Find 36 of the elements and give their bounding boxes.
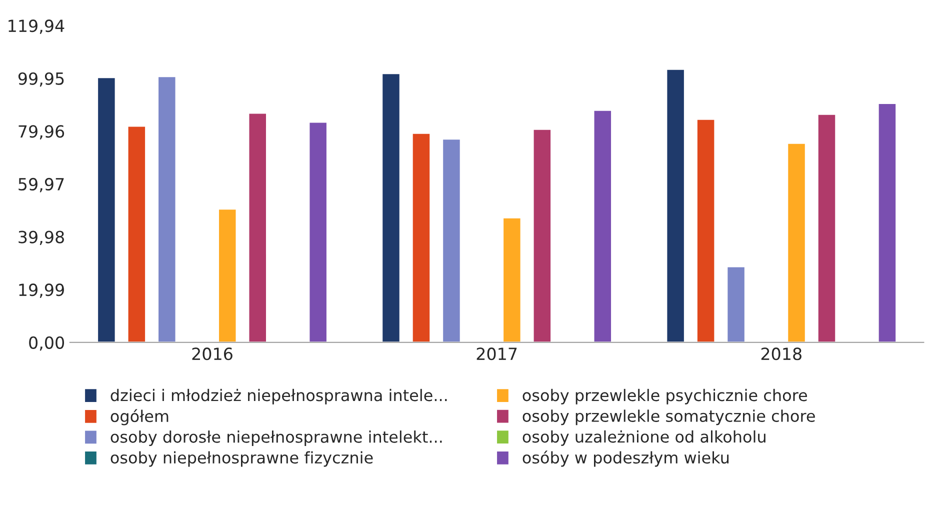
legend-label: ogółem [110,409,168,426]
x-tick-label: 2016 [192,348,232,360]
bar [411,132,431,342]
legend-label: dzieci i młodzież niepełnosprawna intele... [110,388,447,404]
bar [532,128,552,342]
legend-label: osoby uzależnione od alkoholu [522,430,766,446]
bar [666,68,686,342]
bar [502,216,522,342]
bar [96,76,116,342]
bar [592,109,612,342]
bar [218,208,238,342]
y-tick-label: 99,95 [18,72,64,87]
bar [442,138,462,342]
bar [248,112,268,342]
legend-label: osoby przewlekle psychicznie chore [522,388,807,404]
bar [157,76,177,342]
bar [308,121,328,342]
legend-label: osoby dorosłe niepełnosprawne intelekt... [110,430,442,446]
bar [696,118,716,342]
bar [381,72,401,342]
bar [726,266,746,342]
y-tick-label: 0,00 [29,336,64,351]
bar [877,102,897,342]
x-tick-label: 2017 [476,348,517,360]
legend-label: osóby w podeszłym wieku [522,450,729,467]
bar [126,125,146,342]
x-tick-label: 2018 [761,348,802,360]
y-tick-label: 119,94 [8,20,64,34]
y-tick-label: 39,98 [18,230,64,246]
legend-label: osoby niepełnosprawne fizycznie [110,451,373,467]
bar [786,142,806,342]
y-tick-label: 79,96 [18,125,64,140]
y-tick-label: 59,97 [18,178,64,192]
y-tick-label: 19,99 [19,284,64,298]
bar [816,113,837,342]
legend-label: osoby przewlekle somatycznie chore [522,410,815,426]
